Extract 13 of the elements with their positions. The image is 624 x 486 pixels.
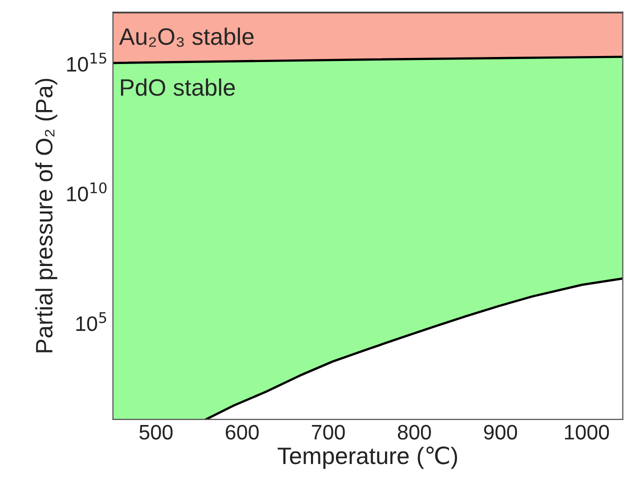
x-tick-label: 800: [398, 424, 431, 440]
x-axis-title: Temperature (℃): [278, 446, 458, 469]
x-tick-label: 900: [484, 424, 518, 440]
y-tick-label: 10$^{10}$: [67, 182, 107, 202]
annotation: PdO stable: [121, 78, 235, 96]
y-tick-label: 10$^{5}$: [76, 312, 106, 332]
x-tick-label: 700: [312, 424, 345, 440]
annotation: Au₂O₃ stable: [119, 28, 254, 47]
x-tick-label: 1000: [565, 424, 609, 440]
x-tick-label: 500: [139, 424, 173, 440]
x-tick-label: 600: [226, 424, 259, 440]
y-tick-label: 10$^{15}$: [67, 52, 106, 72]
y-axis-title: Partial pressure of O₂ (Pa): [35, 78, 58, 352]
